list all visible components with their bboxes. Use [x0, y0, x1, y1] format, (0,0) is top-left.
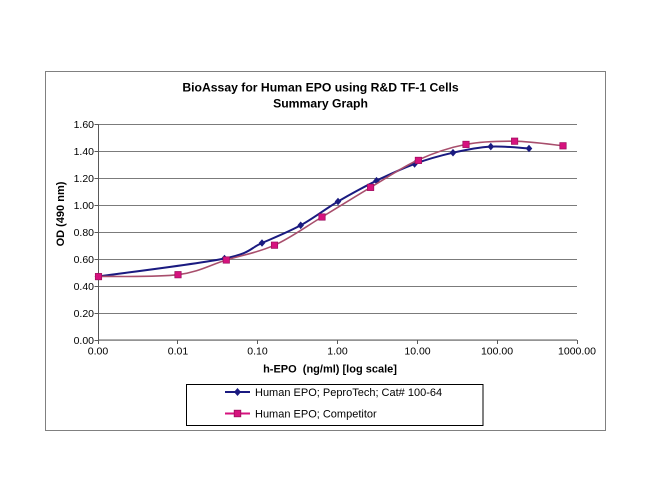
- svg-text:Human EPO; PeproTech; Cat# 100: Human EPO; PeproTech; Cat# 100-64: [255, 387, 442, 399]
- svg-text:0.20: 0.20: [74, 308, 95, 320]
- svg-text:0.10: 0.10: [247, 346, 268, 358]
- svg-text:100.00: 100.00: [481, 346, 513, 358]
- svg-text:Summary Graph: Summary Graph: [273, 97, 368, 111]
- svg-text:OD (490 nm): OD (490 nm): [55, 181, 67, 246]
- svg-text:1.60: 1.60: [74, 119, 95, 131]
- svg-text:10.00: 10.00: [404, 346, 430, 358]
- svg-text:1000.00: 1000.00: [558, 346, 596, 358]
- svg-text:1.00: 1.00: [327, 346, 348, 358]
- svg-text:1.00: 1.00: [74, 200, 95, 212]
- svg-text:BioAssay for Human EPO using R: BioAssay for Human EPO using R&D TF-1 Ce…: [182, 81, 459, 95]
- svg-text:0.80: 0.80: [74, 227, 95, 239]
- svg-text:0.40: 0.40: [74, 281, 95, 293]
- svg-text:0.00: 0.00: [88, 346, 109, 358]
- svg-text:Human EPO; Competitor: Human EPO; Competitor: [255, 409, 377, 421]
- svg-text:1.20: 1.20: [74, 173, 95, 185]
- svg-text:0.60: 0.60: [74, 254, 95, 266]
- svg-text:0.01: 0.01: [168, 346, 189, 358]
- svg-text:1.40: 1.40: [74, 146, 95, 158]
- svg-text:0.00: 0.00: [74, 335, 95, 347]
- svg-text:h-EPO (ng/ml) [log scale]: h-EPO (ng/ml) [log scale]: [263, 363, 397, 375]
